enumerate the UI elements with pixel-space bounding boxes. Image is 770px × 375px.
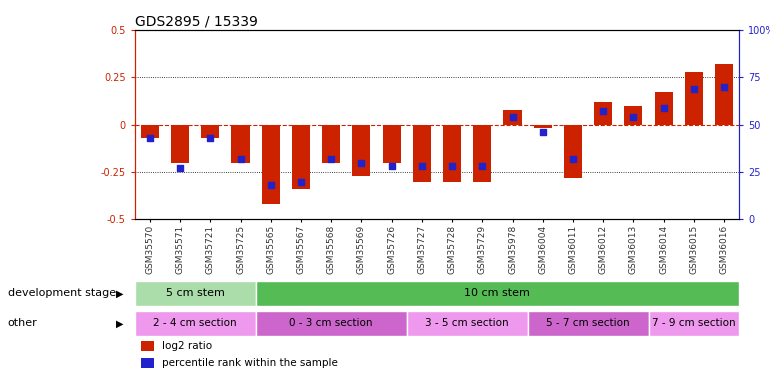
Bar	[443, 124, 461, 182]
Bar	[141, 341, 154, 351]
Bar	[322, 124, 340, 163]
Point	[295, 178, 307, 184]
Text: 3 - 5 cm section: 3 - 5 cm section	[425, 318, 509, 328]
Point	[718, 84, 730, 90]
Text: 10 cm stem: 10 cm stem	[464, 288, 531, 298]
Bar	[256, 281, 739, 306]
Text: 5 cm stem: 5 cm stem	[166, 288, 225, 298]
Point	[537, 129, 549, 135]
Text: 5 - 7 cm section: 5 - 7 cm section	[546, 318, 630, 328]
Point	[234, 156, 246, 162]
Point	[386, 164, 398, 170]
Bar	[564, 124, 582, 178]
Point	[265, 182, 277, 188]
Text: development stage: development stage	[8, 288, 115, 298]
Bar	[383, 124, 400, 163]
Text: ▶: ▶	[116, 318, 123, 328]
Bar	[654, 93, 673, 124]
Bar	[135, 311, 256, 336]
Bar	[232, 124, 249, 163]
Bar	[262, 124, 280, 204]
Bar	[715, 64, 733, 124]
Bar	[685, 72, 703, 124]
Bar	[474, 124, 491, 182]
Bar	[534, 124, 552, 129]
Bar	[413, 124, 431, 182]
Point	[204, 135, 216, 141]
Bar	[353, 124, 370, 176]
Point	[597, 108, 609, 114]
Point	[144, 135, 156, 141]
Point	[658, 105, 670, 111]
Bar	[141, 124, 159, 138]
Text: 2 - 4 cm section: 2 - 4 cm section	[153, 318, 237, 328]
Text: other: other	[8, 318, 38, 328]
Point	[567, 156, 579, 162]
Point	[355, 160, 367, 166]
Bar	[141, 358, 154, 368]
Point	[446, 164, 458, 170]
Point	[628, 114, 640, 120]
Bar	[292, 124, 310, 189]
Bar	[504, 110, 521, 125]
Bar	[594, 102, 612, 125]
Text: 7 - 9 cm section: 7 - 9 cm section	[652, 318, 735, 328]
Point	[325, 156, 337, 162]
Text: percentile rank within the sample: percentile rank within the sample	[162, 358, 338, 368]
Text: GDS2895 / 15339: GDS2895 / 15339	[135, 15, 258, 29]
Bar	[256, 311, 407, 336]
Point	[507, 114, 519, 120]
Text: ▶: ▶	[116, 288, 123, 298]
Bar	[624, 106, 642, 124]
Point	[688, 86, 700, 92]
Point	[416, 164, 428, 170]
Bar	[171, 124, 189, 163]
Bar	[201, 124, 219, 138]
Bar	[135, 281, 256, 306]
Point	[476, 164, 488, 170]
Text: log2 ratio: log2 ratio	[162, 341, 212, 351]
Bar	[648, 311, 739, 336]
Bar	[527, 311, 648, 336]
Bar	[407, 311, 527, 336]
Point	[174, 165, 186, 171]
Text: 0 - 3 cm section: 0 - 3 cm section	[290, 318, 373, 328]
